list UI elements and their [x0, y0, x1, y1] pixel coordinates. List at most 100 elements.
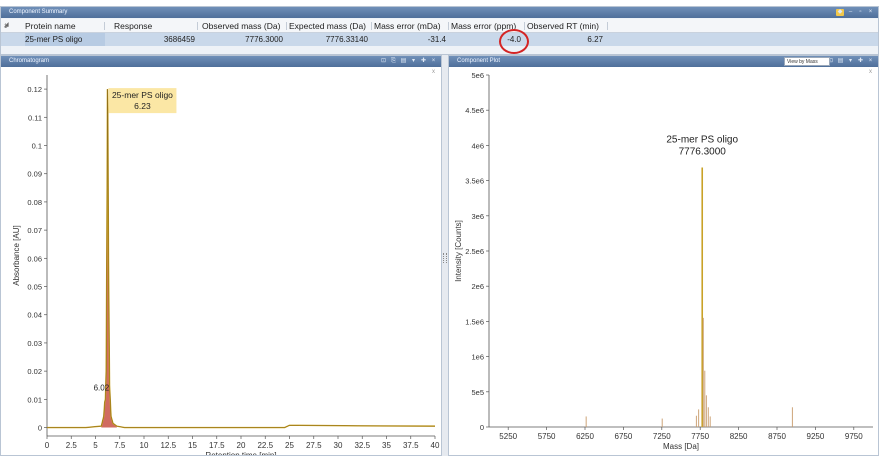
- close-icon[interactable]: ×: [431, 58, 436, 64]
- chromatogram-trace: [47, 89, 436, 429]
- cell-expected-mass[interactable]: 7776.33140: [325, 35, 368, 44]
- mass-spectrum-chart: 5250 5750 6250 6750 7250 7750 8250 8750 9250 9750…: [454, 71, 873, 451]
- y-tick-label: 0.03: [27, 339, 42, 348]
- close-icon[interactable]: ×: [868, 58, 873, 64]
- cell-mass-error-mda[interactable]: -31.4: [427, 35, 446, 44]
- y-tick-label: 2.5e6: [465, 247, 484, 256]
- x-tick-label: 0: [45, 441, 50, 450]
- header-corner-icon: ◢: [4, 22, 9, 28]
- col-expected-mass[interactable]: Expected mass (Da): [289, 21, 366, 31]
- y-tick-label: 5e5: [471, 388, 484, 397]
- y-tick-label: 0.05: [27, 283, 42, 292]
- col-protein-name[interactable]: Protein name: [25, 21, 76, 31]
- y-tick-label: 1e6: [471, 353, 484, 362]
- x-tick-label: 32.5: [354, 441, 370, 450]
- pin-icon[interactable]: ✚: [857, 58, 864, 64]
- x-tick-label: 12.5: [160, 441, 176, 450]
- window-controls: ◆ – ▫ ×: [836, 9, 874, 16]
- minimize-icon[interactable]: –: [848, 9, 853, 15]
- x-tick-label: 7.5: [114, 441, 126, 450]
- peak-label-box: [108, 88, 177, 114]
- x-tick-label: 30: [334, 441, 343, 450]
- x-tick-label: 9750: [845, 432, 863, 441]
- peak-label-name: 25-mer PS oligo: [112, 90, 173, 100]
- x-tick-label: 35: [382, 441, 391, 450]
- dropdown-icon[interactable]: ▾: [848, 58, 852, 64]
- y-tick-label: 0.01: [27, 395, 42, 404]
- component-plot-corner-mark[interactable]: x: [869, 69, 872, 75]
- chromatogram-panel: Chromatogram ⊡ ⎘ ▤ ▾ ✚ × x 0 2.5 5 7.5 10 12.…: [0, 55, 442, 456]
- y-axis-label: Intensity [Counts]: [454, 220, 463, 282]
- y-tick-label: 0: [480, 423, 484, 432]
- x-tick-label: 8750: [768, 432, 786, 441]
- x-tick-label: 5: [93, 441, 98, 450]
- x-tick-label: 27.5: [306, 441, 322, 450]
- component-summary-panel: Component Summary ◆ – ▫ × ◢ Protein name…: [0, 6, 879, 55]
- pin-icon[interactable]: ✚: [420, 58, 427, 64]
- cell-response[interactable]: 3686459: [163, 35, 195, 44]
- print-icon[interactable]: ▤: [400, 58, 407, 64]
- x-tick-label: 25: [285, 441, 294, 450]
- y-tick-label: 0.06: [27, 254, 42, 263]
- y-axis-label: Absorbance [AU]: [12, 225, 21, 285]
- print-icon[interactable]: ▤: [837, 58, 844, 64]
- dropdown-icon[interactable]: ▾: [411, 58, 415, 64]
- x-tick-label: 7250: [653, 432, 671, 441]
- col-mass-error-ppm[interactable]: Mass error (ppm): [451, 21, 517, 31]
- close-icon[interactable]: ×: [868, 9, 873, 15]
- view-by-select-value: View by Mass: [787, 59, 818, 65]
- component-summary-title: Component Summary: [9, 9, 68, 15]
- peak-label-rt: 6.23: [134, 101, 151, 111]
- y-tick-label: 3.5e6: [465, 177, 484, 186]
- y-tick-label: 3e6: [471, 212, 484, 221]
- highlight-circle: [499, 29, 529, 54]
- y-tick-label: 0.12: [27, 85, 42, 94]
- table-row[interactable]: 1 25-mer PS oligo 3686459 7776.3000 7776…: [1, 24, 878, 46]
- cell-protein-name[interactable]: 25-mer PS oligo: [25, 33, 105, 46]
- y-tick-label: 4.5e6: [465, 106, 484, 115]
- component-summary-titlebar: Component Summary ◆ – ▫ ×: [1, 7, 878, 18]
- minor-peak-label: 6.02: [94, 383, 110, 392]
- x-tick-label: 15: [188, 441, 197, 450]
- x-tick-label: 10: [140, 441, 149, 450]
- zoom-icon[interactable]: ⊡: [380, 58, 387, 64]
- component-plot-toolbar: ⊡ ▤ ▾ ✚ ×: [827, 58, 874, 65]
- y-tick-label: 0.11: [28, 113, 42, 122]
- zoom-icon[interactable]: ⊡: [827, 58, 834, 64]
- col-observed-mass[interactable]: Observed mass (Da): [202, 21, 281, 31]
- component-plot-titlebar: Component Plot ⊡ ▤ ▾ ✚ ×: [449, 56, 878, 67]
- col-mass-error-mda[interactable]: Mass error (mDa): [374, 21, 441, 31]
- x-tick-label: 37.5: [403, 441, 419, 450]
- view-by-select[interactable]: View by Mass: [784, 57, 830, 66]
- pin-icon[interactable]: ◆: [836, 9, 844, 16]
- x-tick-label: 20: [237, 441, 246, 450]
- restore-icon[interactable]: ▫: [859, 9, 862, 15]
- chromatogram-trace-outline: [47, 89, 436, 428]
- spectrum-label-name: 25-mer PS oligo: [666, 134, 738, 145]
- x-tick-label: 40: [431, 441, 440, 450]
- copy-icon[interactable]: ⎘: [391, 58, 396, 64]
- chromatogram-chart: 0 2.5 5 7.5 10 12.5 15 17.5 20 22.5 25 27.5 30 32.5 35…: [12, 75, 440, 455]
- component-plot-title: Component Plot: [457, 58, 501, 64]
- y-tick-label: 0.08: [27, 198, 42, 207]
- y-tick-label: 0.09: [27, 170, 42, 179]
- cell-observed-mass[interactable]: 7776.3000: [245, 35, 283, 44]
- chromatogram-corner-mark[interactable]: x: [432, 69, 435, 75]
- x-tick-label: 8250: [730, 432, 748, 441]
- chromatogram-title: Chromatogram: [9, 58, 50, 64]
- component-plot-panel: Component Plot ⊡ ▤ ▾ ✚ × View by Mass x …: [448, 55, 879, 456]
- x-tick-label: 5750: [538, 432, 556, 441]
- col-response[interactable]: Response: [114, 21, 153, 31]
- splitter-grip-icon: [443, 253, 447, 263]
- y-tick-label: 5e6: [471, 71, 484, 80]
- y-tick-label: 0.02: [27, 367, 42, 376]
- table-header: ◢ Protein name Response Observed mass (D…: [1, 19, 878, 33]
- x-axis-label: Mass [Da]: [663, 442, 699, 451]
- cell-observed-rt[interactable]: 6.27: [587, 35, 603, 44]
- x-tick-label: 9250: [807, 432, 825, 441]
- panel-splitter[interactable]: [442, 55, 448, 456]
- spectrum-label-mass: 7776.3000: [679, 146, 727, 157]
- y-tick-label: 4e6: [471, 141, 484, 150]
- col-observed-rt[interactable]: Observed RT (min): [527, 21, 599, 31]
- component-table: ◢ Protein name Response Observed mass (D…: [1, 19, 878, 46]
